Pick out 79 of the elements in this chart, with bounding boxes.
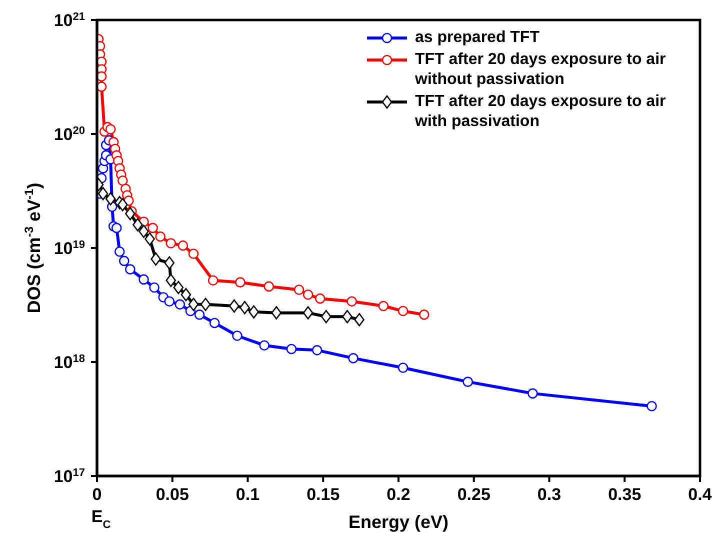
point bbox=[200, 298, 211, 312]
point bbox=[378, 300, 389, 312]
point bbox=[342, 310, 352, 324]
point bbox=[320, 310, 332, 324]
point bbox=[111, 222, 122, 234]
point bbox=[398, 306, 408, 316]
legend-label: as prepared TFT bbox=[415, 28, 540, 48]
point bbox=[259, 340, 270, 350]
point bbox=[166, 238, 176, 248]
point bbox=[125, 264, 136, 274]
point bbox=[209, 318, 220, 328]
text: E$_{C}$ bbox=[91, 507, 111, 531]
x-tick-label: 0.25 bbox=[457, 485, 490, 504]
point bbox=[173, 280, 184, 294]
point bbox=[174, 299, 186, 310]
point bbox=[188, 248, 199, 259]
x-tick-label: 0 bbox=[92, 485, 102, 504]
point bbox=[240, 300, 250, 314]
point bbox=[117, 198, 128, 212]
point bbox=[125, 207, 136, 220]
y-tick-label: 10$^{20}$ bbox=[54, 125, 85, 144]
point bbox=[118, 256, 130, 266]
x-tick-label: 0.35 bbox=[608, 485, 642, 504]
point bbox=[248, 305, 259, 319]
point bbox=[178, 240, 188, 251]
x-tick-label: 0.4 bbox=[688, 485, 712, 504]
point bbox=[354, 313, 364, 326]
legend-label: TFT after 20 days exposure to air with passivation bbox=[415, 92, 667, 132]
point bbox=[398, 362, 408, 373]
point bbox=[114, 246, 125, 257]
y-tick-label: 10$^{18}$ bbox=[54, 353, 85, 372]
point bbox=[149, 282, 160, 293]
point bbox=[150, 252, 161, 266]
x-tick-label: 0.3 bbox=[537, 485, 562, 504]
point bbox=[155, 231, 166, 242]
point bbox=[302, 306, 314, 320]
point bbox=[97, 71, 107, 82]
point bbox=[314, 293, 326, 304]
point bbox=[105, 192, 116, 206]
point bbox=[208, 275, 218, 286]
point bbox=[117, 175, 128, 186]
point bbox=[98, 186, 108, 200]
point bbox=[271, 306, 282, 320]
point bbox=[646, 400, 657, 412]
point bbox=[194, 310, 205, 320]
point bbox=[294, 284, 304, 295]
point bbox=[105, 124, 116, 134]
x-tick-label: 0.05 bbox=[156, 485, 189, 504]
point bbox=[97, 82, 107, 92]
x-tick-label: 0.2 bbox=[386, 485, 410, 504]
x-tick-label: 0.15 bbox=[306, 485, 340, 504]
point bbox=[164, 296, 175, 307]
point bbox=[164, 256, 175, 270]
y-tick-label: 10$^{21}$ bbox=[54, 11, 85, 30]
x-tick-label: 0.1 bbox=[236, 485, 260, 504]
point bbox=[132, 218, 143, 232]
y-tick-label: 10$^{17}$ bbox=[54, 467, 85, 486]
point bbox=[348, 353, 358, 364]
point bbox=[312, 345, 322, 356]
point bbox=[180, 288, 192, 302]
point bbox=[418, 310, 430, 320]
point bbox=[188, 298, 199, 312]
point bbox=[232, 330, 242, 341]
point bbox=[148, 222, 158, 234]
point bbox=[264, 281, 274, 292]
point bbox=[286, 344, 297, 354]
point bbox=[138, 274, 149, 285]
y-tick-label: 10$^{19}$ bbox=[54, 239, 85, 258]
point bbox=[229, 299, 240, 313]
point bbox=[462, 376, 473, 387]
x-axis-title: Energy (eV) bbox=[348, 512, 449, 532]
point bbox=[235, 277, 246, 288]
legend-label: TFT after 20 days exposure to air without passivation bbox=[415, 50, 667, 90]
point bbox=[346, 296, 357, 307]
point bbox=[138, 224, 149, 238]
point bbox=[528, 388, 538, 399]
point bbox=[144, 232, 155, 246]
point bbox=[166, 274, 176, 288]
point bbox=[302, 289, 314, 300]
